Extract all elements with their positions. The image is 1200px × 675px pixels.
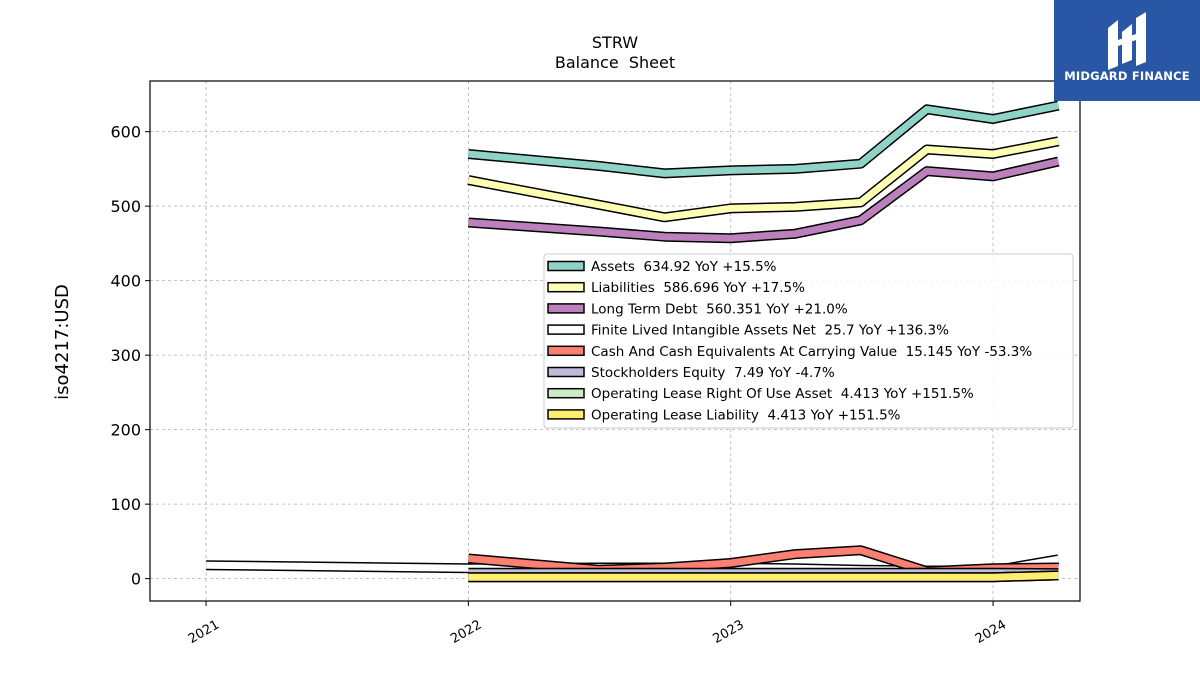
legend-entry: Finite Lived Intangible Assets Net 25.7 … (591, 323, 949, 339)
legend-entry: Assets 634.92 YoY +15.5% (591, 259, 777, 275)
y-tick-label: 500 (110, 197, 141, 216)
legend-swatch (547, 366, 585, 378)
y-tick-label: 400 (110, 272, 141, 291)
legend-swatch (547, 345, 585, 357)
y-tick-label: 0 (131, 570, 141, 589)
series-line-operating-lease-liability (468, 571, 1059, 581)
midgard-finance-logo: MIDGARD FINANCE (1054, 0, 1200, 101)
logo-text: MIDGARD FINANCE (1064, 69, 1190, 83)
legend-entry: Liabilities 586.696 YoY +17.5% (591, 280, 805, 296)
legend-entry: Long Term Debt 560.351 YoY +21.0% (591, 301, 848, 317)
series-layer (206, 100, 1060, 583)
legend-swatch (547, 387, 585, 399)
legend-box (543, 253, 1074, 429)
x-tick-label: 2024 (973, 617, 1009, 647)
series-line-long-term-debt (468, 158, 1060, 242)
legend-entry: Operating Lease Right Of Use Asset 4.413… (591, 386, 974, 402)
midgard-logo-icon (1108, 12, 1146, 70)
x-tick-label: 2021 (186, 617, 222, 647)
series-line-liabilities (467, 137, 1060, 221)
legend-swatch (547, 260, 585, 272)
legend-entry: Cash And Cash Equivalents At Carrying Va… (591, 344, 1032, 360)
y-tick-label: 300 (110, 346, 141, 365)
y-axis: 0 100 200 300 400 500 600 (110, 123, 150, 589)
x-tick-label: 2023 (711, 617, 747, 647)
chart-subtitle: Balance Sheet (555, 53, 675, 72)
legend-entry: Operating Lease Liability 4.413 YoY +151… (591, 407, 901, 423)
plot-frame (149, 80, 1081, 602)
chart-title: STRW (592, 33, 638, 52)
x-axis: 2021 2022 2023 2024 (186, 601, 1009, 647)
y-tick-label: 100 (110, 495, 141, 514)
legend-swatch (547, 409, 585, 420)
x-tick-label: 2022 (448, 617, 484, 647)
y-tick-label: 200 (110, 421, 141, 440)
y-tick-label: 600 (110, 123, 141, 142)
legend-swatch (547, 281, 585, 293)
legend: Assets 634.92 YoY +15.5% Liabilities 586.… (543, 253, 1074, 429)
legend-entry: Stockholders Equity 7.49 YoY -4.7% (591, 365, 835, 381)
y-axis-label: iso4217:USD (52, 284, 73, 400)
legend-swatch (547, 303, 585, 314)
series-line-assets (468, 102, 1060, 177)
legend-swatch (547, 324, 585, 335)
